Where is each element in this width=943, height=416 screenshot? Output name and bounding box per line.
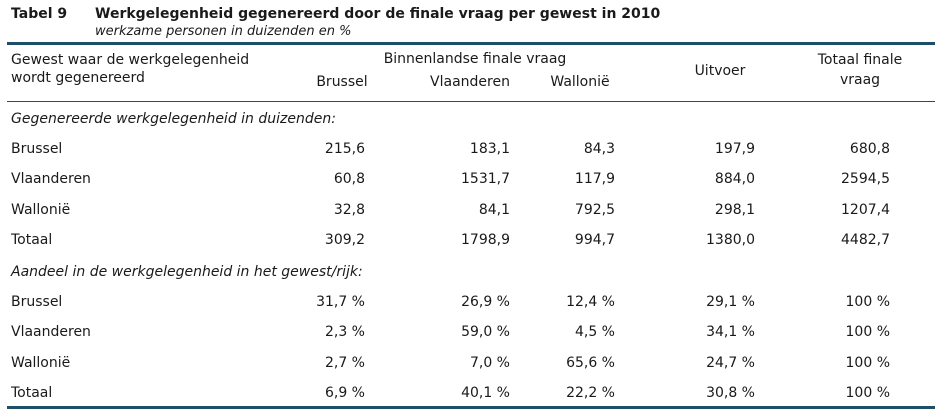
cell-wallonie: 4,5 % [574, 324, 615, 340]
header-col-total-line1: Totaal finale [817, 52, 903, 68]
header-rule [7, 101, 935, 102]
cell-wallonie: 792,5 [574, 202, 615, 218]
cell-wallonie: 65,6 % [566, 355, 615, 371]
cell-brussel: 309,2 [324, 232, 365, 248]
header-col-vlaanderen: Vlaanderen [430, 74, 510, 90]
cell-vlaanderen: 1531,7 [461, 171, 510, 187]
section-title: Gegenereerde werkgelegenheid in duizende… [11, 111, 336, 127]
cell-brussel: 2,7 % [324, 355, 365, 371]
table-subtitle: werkzame personen in duizenden en % [95, 24, 352, 39]
row-label: Vlaanderen [11, 171, 91, 187]
cell-total: 100 % [845, 355, 890, 371]
cell-vlaanderen: 1798,9 [461, 232, 510, 248]
cell-brussel: 2,3 % [324, 324, 365, 340]
cell-vlaanderen: 84,1 [478, 202, 510, 218]
cell-brussel: 6,9 % [324, 385, 365, 401]
table-title: Werkgelegenheid gegenereerd door de fina… [95, 6, 661, 22]
header-region-line1: Gewest waar de werkgelegenheid [11, 52, 250, 68]
cell-vlaanderen: 59,0 % [461, 324, 510, 340]
cell-wallonie: 117,9 [574, 171, 615, 187]
cell-vlaanderen: 26,9 % [461, 294, 510, 310]
cell-brussel: 60,8 [333, 171, 365, 187]
cell-uitvoer: 34,1 % [706, 324, 755, 340]
header-domestic-group: Binnenlandse finale vraag [383, 51, 567, 67]
row-label: Brussel [11, 294, 63, 310]
cell-wallonie: 22,2 % [566, 385, 615, 401]
top-rule [7, 42, 935, 45]
section-title: Aandeel in de werkgelegenheid in het gew… [11, 264, 363, 280]
cell-total: 1207,4 [841, 202, 890, 218]
cell-wallonie: 12,4 % [566, 294, 615, 310]
header-col-wallonie: Wallonië [550, 74, 610, 90]
cell-uitvoer: 24,7 % [706, 355, 755, 371]
bottom-rule [7, 406, 935, 409]
header-region-line2: wordt gegenereerd [11, 70, 145, 86]
cell-total: 680,8 [849, 141, 890, 157]
row-label: Brussel [11, 141, 63, 157]
cell-brussel: 215,6 [324, 141, 365, 157]
table-label: Tabel 9 [11, 6, 68, 22]
cell-wallonie: 84,3 [583, 141, 615, 157]
cell-vlaanderen: 7,0 % [469, 355, 510, 371]
cell-uitvoer: 298,1 [714, 202, 755, 218]
row-label: Vlaanderen [11, 324, 91, 340]
cell-total: 4482,7 [841, 232, 890, 248]
cell-total: 2594,5 [841, 171, 890, 187]
header-col-total-line2: vraag [839, 72, 881, 88]
cell-uitvoer: 197,9 [714, 141, 755, 157]
cell-vlaanderen: 183,1 [469, 141, 510, 157]
cell-brussel: 32,8 [333, 202, 365, 218]
cell-vlaanderen: 40,1 % [461, 385, 510, 401]
row-label: Totaal [11, 232, 53, 248]
cell-wallonie: 994,7 [574, 232, 615, 248]
header-col-brussel: Brussel [316, 74, 368, 90]
row-label: Totaal [11, 385, 53, 401]
header-col-uitvoer: Uitvoer [694, 63, 746, 79]
cell-uitvoer: 884,0 [714, 171, 755, 187]
cell-total: 100 % [845, 294, 890, 310]
cell-brussel: 31,7 % [316, 294, 365, 310]
cell-uitvoer: 29,1 % [706, 294, 755, 310]
cell-total: 100 % [845, 385, 890, 401]
cell-total: 100 % [845, 324, 890, 340]
row-label: Wallonië [11, 355, 71, 371]
cell-uitvoer: 1380,0 [706, 232, 755, 248]
cell-uitvoer: 30,8 % [706, 385, 755, 401]
row-label: Wallonië [11, 202, 71, 218]
